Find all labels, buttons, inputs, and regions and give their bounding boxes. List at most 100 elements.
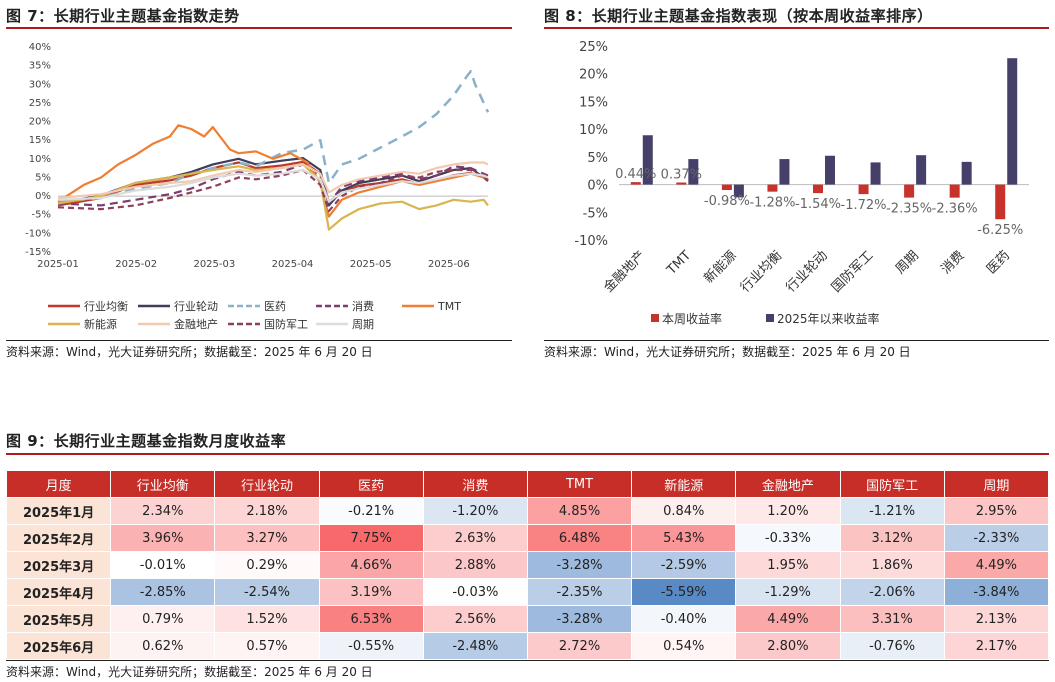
table-cell: 2.34% bbox=[110, 497, 216, 525]
table-cell: -3.28% bbox=[526, 551, 633, 579]
table-cell: 2.18% bbox=[214, 497, 320, 525]
fig8-source-rule bbox=[544, 340, 1049, 341]
fig8-y-tick-label: 5% bbox=[587, 151, 608, 166]
fig7-y-tick-label: 10% bbox=[29, 154, 51, 165]
table-cell: 2.95% bbox=[943, 497, 1050, 525]
fig8-bar-chart: 25% 20% 15% 10% 5% 0% -5% -10% 0.44% 金融地产 0.37% TMT… bbox=[574, 40, 1029, 326]
fig8-x-tick-label: 行业轮动 bbox=[783, 248, 830, 295]
fig7-x-tick-label: 2025-05 bbox=[350, 259, 392, 270]
fig7-series-line-8 bbox=[57, 168, 489, 203]
fig7-series-line-2 bbox=[57, 69, 490, 203]
table-cell: -0.01% bbox=[110, 551, 216, 579]
table-cell: 5.43% bbox=[631, 524, 737, 552]
fig7-x-tick-label: 2025-04 bbox=[272, 259, 314, 270]
fig7-y-tick-label: 15% bbox=[29, 135, 51, 146]
table-cell: -2.59% bbox=[631, 551, 737, 579]
fig8-legend-swatch bbox=[766, 314, 774, 322]
fig7-source-rule bbox=[6, 340, 512, 341]
table-cell: 0.79% bbox=[110, 605, 216, 633]
fig8-bar-ytd bbox=[961, 161, 972, 185]
table-cell: -3.84% bbox=[943, 578, 1050, 606]
table-cell: 0.84% bbox=[631, 497, 737, 525]
fig8-legend-label: 2025年以来收益率 bbox=[777, 311, 880, 326]
fig7-y-tick-label: 0% bbox=[35, 191, 51, 202]
fig7-line-chart: 40%35%30%25%20%15%10%5%0%-5%-10%-15%2025… bbox=[25, 42, 490, 331]
fig7-y-tick-label: -5% bbox=[32, 210, 51, 221]
fig8-data-label: -1.54% bbox=[795, 197, 841, 212]
table-cell: -0.03% bbox=[422, 578, 528, 606]
fig7-series-line-7 bbox=[57, 168, 489, 213]
table-row-label: 2025年3月 bbox=[5, 551, 112, 579]
fig8-x-tick-label: 新能源 bbox=[701, 248, 740, 287]
fig8-x-tick-label: 国防军工 bbox=[828, 248, 876, 296]
fig7-y-tick-label: 30% bbox=[29, 79, 51, 90]
table-row: 2025年6月 0.62% 0.57% -0.55% -2.48% 2.72% 0.54% 2… bbox=[5, 632, 1050, 660]
table-row: 2025年2月 3.96% 3.27% 7.75% 2.63% 6.48% 5.43% -0.… bbox=[5, 524, 1050, 552]
table-cell: -2.06% bbox=[839, 578, 945, 606]
fig7-legend-label: 新能源 bbox=[84, 317, 117, 331]
fig8-data-label: -1.28% bbox=[749, 196, 795, 211]
fig7-y-tick-label: 20% bbox=[29, 117, 51, 128]
table-cell: 6.48% bbox=[526, 524, 633, 552]
fig8-title-rule bbox=[544, 27, 1049, 29]
fig8-y-tick-label: 25% bbox=[579, 40, 608, 55]
table-cell: -0.33% bbox=[735, 524, 841, 552]
fig8-bar-week bbox=[721, 184, 732, 191]
table-cell: -1.21% bbox=[839, 497, 945, 525]
fig8-y-tick-label: -10% bbox=[574, 234, 608, 249]
table-row: 2025年4月 -2.85% -2.54% 3.19% -0.03% -2.35% -5.5… bbox=[5, 578, 1050, 606]
fig8-bar-ytd bbox=[642, 135, 653, 185]
fig7-legend-label: 国防军工 bbox=[264, 317, 308, 331]
fig8-bar-week bbox=[858, 184, 869, 195]
fig8-bar-ytd bbox=[1007, 58, 1018, 185]
fig8-data-label: -0.98% bbox=[704, 194, 750, 209]
table-cell: 2.63% bbox=[422, 524, 528, 552]
fig7-y-tick-label: -15% bbox=[25, 247, 51, 258]
table-cell: 3.96% bbox=[110, 524, 216, 552]
fig8-y-tick-label: 0% bbox=[587, 179, 608, 194]
fig7-x-tick-label: 2025-01 bbox=[37, 259, 79, 270]
fig8-bar-week bbox=[630, 182, 641, 185]
table-cell: 0.54% bbox=[631, 632, 737, 660]
fig8-bar-ytd bbox=[870, 162, 881, 185]
fig7-series-line-5 bbox=[57, 163, 489, 231]
table-cell: 1.86% bbox=[839, 551, 945, 579]
table-cell: -1.29% bbox=[735, 578, 841, 606]
fig7-x-tick-label: 2025-03 bbox=[193, 259, 235, 270]
fig7-legend-label: TMT bbox=[437, 300, 461, 313]
table-header-row: 月度 行业均衡 行业轮动 医药 消费 TMT 新能源 金融地产 国防军工 周期 bbox=[5, 470, 1050, 498]
table-cell: 3.12% bbox=[839, 524, 945, 552]
table-cell: 4.85% bbox=[526, 497, 633, 525]
fig8-x-tick-label: 行业均衡 bbox=[738, 248, 785, 295]
table-cell: 2.80% bbox=[735, 632, 841, 660]
fig8-x-tick-label: 金融地产 bbox=[601, 248, 649, 296]
fig7-title-rule bbox=[6, 27, 512, 29]
fig8-y-tick-label: -5% bbox=[583, 206, 608, 221]
fig8-bar-week bbox=[676, 182, 687, 185]
table-cell: -2.35% bbox=[526, 578, 633, 606]
fig7-series-line-4 bbox=[57, 124, 489, 218]
table-cell: -5.59% bbox=[631, 578, 737, 606]
fig7-legend-label: 周期 bbox=[352, 318, 374, 331]
fig7-y-tick-label: 35% bbox=[29, 61, 51, 72]
table-row: 2025年3月 -0.01% 0.29% 4.66% 2.88% -3.28% -2.59%… bbox=[5, 551, 1050, 579]
fig8-bar-week bbox=[949, 184, 960, 198]
table-cell: 4.66% bbox=[318, 551, 424, 579]
table-cell: -2.48% bbox=[422, 632, 528, 660]
table-row-label: 2025年5月 bbox=[5, 605, 112, 633]
fig8-x-tick-label: 医药 bbox=[984, 248, 1013, 277]
table-cell: 0.57% bbox=[214, 632, 320, 660]
fig9-source: 资料来源：Wind，光大证券研究所；数据截至：2025 年 6 月 20 日 bbox=[6, 665, 373, 679]
fig8-data-label: -2.36% bbox=[932, 202, 978, 217]
table-cell: 3.27% bbox=[214, 524, 320, 552]
fig7-legend-label: 医药 bbox=[264, 300, 286, 313]
table-cell: 1.95% bbox=[735, 551, 841, 579]
fig7-series-line-6 bbox=[57, 161, 489, 200]
fig8-bar-week bbox=[995, 184, 1006, 220]
fig8-legend-label: 本周收益率 bbox=[662, 311, 722, 326]
fig8-data-label: 0.44% bbox=[615, 167, 656, 182]
fig8-y-tick-label: 15% bbox=[579, 95, 608, 110]
fig9-source-rule bbox=[6, 660, 1049, 661]
table-column-header: TMT bbox=[526, 470, 633, 498]
fig8-bar-week bbox=[904, 184, 915, 198]
